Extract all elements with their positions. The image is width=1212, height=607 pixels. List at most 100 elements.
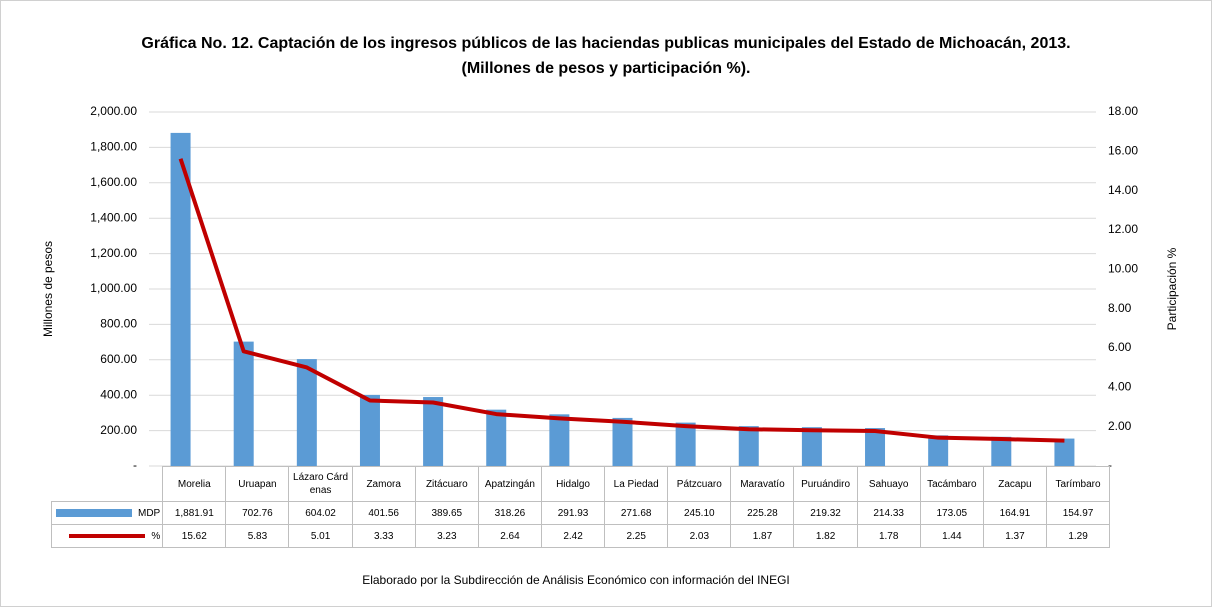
chart-title: Gráfica No. 12. Captación de los ingreso… <box>141 35 1071 77</box>
data-label: 1.87 <box>730 524 795 548</box>
data-label: 271.68 <box>604 501 669 525</box>
data-table: Morelia Uruapan Lázaro Cárdenas Zamora Zitác… <box>50 466 1111 548</box>
category-label: Hidalgo <box>540 466 606 502</box>
y-tick-label: 800.00 <box>100 317 137 331</box>
y2-tick-label: 10.00 <box>1108 262 1138 276</box>
y2-axis-label: Participación % <box>1165 247 1179 330</box>
y-tick-label: 600.00 <box>100 352 137 366</box>
line <box>178 158 1065 443</box>
data-label: 214.33 <box>856 501 921 525</box>
data-label: 15.62 <box>162 524 227 548</box>
bar <box>1054 438 1075 466</box>
data-label: 401.56 <box>351 501 416 525</box>
y-tick-label: 1,600.00 <box>90 175 137 189</box>
data-label: 1.44 <box>919 524 984 548</box>
category-label: Sahuayo <box>856 466 921 502</box>
legend-label: MDP <box>138 507 161 519</box>
legend-label: % <box>151 530 161 542</box>
data-label: 2.25 <box>604 524 669 548</box>
y-axis-label: Millones de pesos <box>41 241 55 337</box>
bar <box>865 428 886 466</box>
bar <box>170 132 191 467</box>
table-row: MDP 1,881.91 702.76 604.02 401.56 389.65 318.2… <box>50 501 1111 525</box>
bar <box>423 397 444 466</box>
category-label: Zitácuaro <box>414 466 479 502</box>
category-label: Apatzingán <box>477 466 542 502</box>
y2-tick-label: 8.00 <box>1108 301 1132 315</box>
y2-tick-label: 18.00 <box>1108 104 1138 118</box>
data-label: 5.83 <box>225 524 290 548</box>
data-label: 1.29 <box>1045 524 1111 548</box>
data-label: 604.02 <box>288 501 353 525</box>
y2-tick-label: 14.00 <box>1108 183 1138 197</box>
category-label: Lázaro Cárdenas <box>288 466 353 502</box>
data-label: 164.91 <box>982 501 1047 525</box>
bar <box>991 436 1012 466</box>
bar <box>612 417 633 466</box>
category-label: Maravatío <box>730 466 795 502</box>
category-label: La Piedad <box>604 466 669 502</box>
legend-swatch <box>56 508 132 517</box>
data-label: 173.05 <box>919 501 984 525</box>
bar <box>359 394 380 466</box>
y2-tick-label: 2.00 <box>1108 419 1132 433</box>
y2-tick-label: 16.00 <box>1108 144 1138 158</box>
data-label: 1.82 <box>793 524 858 548</box>
category-label: Zamora <box>351 466 416 502</box>
data-label: 154.97 <box>1045 501 1111 525</box>
data-label: 3.33 <box>351 524 416 548</box>
bar <box>738 426 759 466</box>
data-label: 389.65 <box>414 501 479 525</box>
legend-swatch <box>69 533 146 538</box>
footer: Elaborado por la Subdirección de Análisi… <box>362 573 790 587</box>
data-label: 318.26 <box>477 501 542 525</box>
category-label: Uruapan <box>225 466 290 502</box>
legend-entry: MDP <box>50 501 164 525</box>
category-label: Pátzcuaro <box>667 466 732 502</box>
data-label: 225.28 <box>730 501 795 525</box>
bar <box>296 359 317 466</box>
data-label: 2.42 <box>540 524 606 548</box>
y-tick-label: 2,000.00 <box>90 104 137 118</box>
legend-swatch-bar <box>56 508 132 517</box>
y2-tick-label: 12.00 <box>1108 222 1138 236</box>
data-label: 2.64 <box>477 524 542 548</box>
category-label: Puruándiro <box>793 466 858 502</box>
y2-tick-label: 4.00 <box>1108 380 1132 394</box>
data-label: 2.03 <box>667 524 732 548</box>
data-label: 219.32 <box>793 501 858 525</box>
data-label: 1.37 <box>982 524 1047 548</box>
bar <box>801 427 822 466</box>
y-tick-label: 1,800.00 <box>90 140 137 154</box>
data-label: 291.93 <box>540 501 606 525</box>
bar <box>233 341 254 466</box>
y2-tick-label: - <box>1108 458 1112 472</box>
bar <box>486 409 507 466</box>
table-header: Morelia Uruapan Lázaro Cárdenas Zamora Zitác… <box>52 466 1111 502</box>
corner <box>52 467 163 502</box>
y-tick-label: 1,200.00 <box>90 246 137 260</box>
table-row: % 15.62 5.83 5.01 3.33 3.23 2.64 2.42 2.25 2.03 1.… <box>50 524 1111 548</box>
category-label: Tarímbaro <box>1045 466 1111 502</box>
y-tick-label: 400.00 <box>100 387 137 401</box>
category-label: Morelia <box>162 466 227 502</box>
data-label: 5.01 <box>288 524 353 548</box>
y-tick-label: - <box>133 458 137 472</box>
data-label: 702.76 <box>225 501 290 525</box>
category-label: Zacapu <box>982 466 1047 502</box>
bar <box>549 414 570 466</box>
data-label: 1.78 <box>856 524 921 548</box>
legend-entry: % <box>50 524 164 548</box>
bar <box>675 422 696 466</box>
data-label: 3.23 <box>414 524 479 548</box>
y2-tick-label: 6.00 <box>1108 340 1132 354</box>
y-tick-label: 1,400.00 <box>90 210 137 224</box>
bar <box>928 435 949 466</box>
y-tick-label: 200.00 <box>100 423 137 437</box>
y-tick-label: 1,000.00 <box>90 281 137 295</box>
data-label: 245.10 <box>667 501 732 525</box>
data-label: 1,881.91 <box>162 501 227 525</box>
category-label: Tacámbaro <box>919 466 984 502</box>
